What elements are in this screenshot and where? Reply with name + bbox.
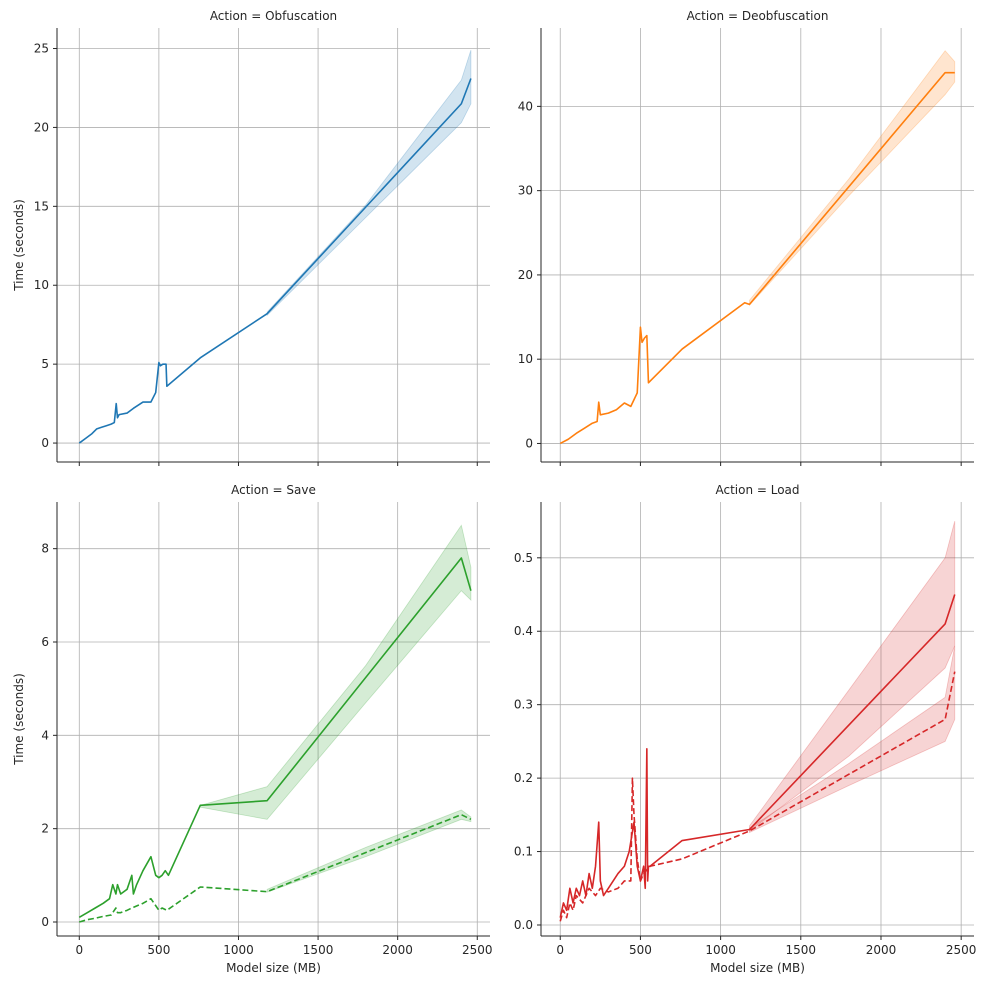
facet-title: Action = Load — [715, 483, 799, 497]
x-axis-label: Model size (MB) — [710, 961, 805, 975]
x-tick-label: 0 — [75, 943, 83, 957]
facet-title: Action = Save — [231, 483, 316, 497]
y-tick-label: 0.4 — [514, 624, 533, 638]
y-axis-label: Time (seconds) — [12, 199, 26, 292]
confidence-band-solid — [749, 520, 956, 832]
facet-title: Action = Deobfuscation — [687, 9, 829, 23]
series-line-solid — [78, 557, 472, 919]
y-axis-label: Time (seconds) — [12, 673, 26, 766]
y-tick-label: 0.5 — [514, 551, 533, 565]
x-tick-label: 2000 — [382, 943, 413, 957]
panel-save: 0 500 1000 1500 2000 2500 0 2 4 6 8 Action = Save Ti… — [12, 483, 493, 975]
x-tick-label: 500 — [147, 943, 170, 957]
panel-deobfuscation: 0 10 20 30 40 Action = Deobfuscation — [518, 9, 974, 466]
y-tick-label: 2 — [41, 822, 49, 836]
y-tick-label: 20 — [34, 120, 49, 134]
y-tick-label: 6 — [41, 635, 49, 649]
x-tick-label: 1500 — [786, 943, 817, 957]
x-tick-label: 500 — [629, 943, 652, 957]
series-line-dashed — [559, 671, 956, 922]
confidence-band-dashed — [749, 645, 956, 834]
y-tick-label: 0.1 — [514, 845, 533, 859]
y-tick-label: 15 — [34, 199, 49, 213]
y-tick-label: 0 — [525, 436, 533, 450]
x-tick-label: 0 — [556, 943, 564, 957]
x-tick-label: 1500 — [303, 943, 334, 957]
y-tick-label: 4 — [41, 728, 49, 742]
series-line-solid — [559, 594, 956, 918]
y-tick-label: 0 — [41, 436, 49, 450]
x-tick-label: 2500 — [462, 943, 493, 957]
y-tick-label: 5 — [41, 357, 49, 371]
x-tick-label: 2500 — [946, 943, 977, 957]
y-tick-label: 0 — [41, 915, 49, 929]
series-line-dashed — [79, 813, 472, 923]
x-tick-label: 2000 — [866, 943, 897, 957]
y-tick-label: 10 — [518, 352, 533, 366]
y-tick-label: 10 — [34, 278, 49, 292]
y-tick-label: 20 — [518, 268, 533, 282]
facet-title: Action = Obfuscation — [210, 9, 337, 23]
x-tick-label: 1000 — [223, 943, 254, 957]
y-tick-label: 40 — [518, 99, 533, 113]
series-line-solid — [559, 71, 955, 445]
y-tick-label: 30 — [518, 184, 533, 198]
x-tick-label: 1000 — [705, 943, 736, 957]
panel-load: 0 500 1000 1500 2000 2500 0.0 0.1 0.2 0.3 0.4 0.5 Ac… — [514, 483, 977, 975]
y-tick-label: 25 — [34, 42, 49, 56]
y-tick-label: 8 — [41, 542, 49, 556]
confidence-band-solid — [266, 49, 472, 317]
confidence-band-solid — [749, 50, 956, 307]
y-tick-label: 0.3 — [514, 698, 533, 712]
y-tick-label: 0.2 — [514, 771, 533, 785]
y-tick-label: 0.0 — [514, 918, 533, 932]
series-line-solid — [78, 78, 472, 444]
panel-obfuscation: 0 5 10 15 20 25 Action = Obfuscation Time (seco… — [12, 9, 490, 466]
x-axis-label: Model size (MB) — [226, 961, 321, 975]
confidence-band-solid — [199, 524, 472, 820]
